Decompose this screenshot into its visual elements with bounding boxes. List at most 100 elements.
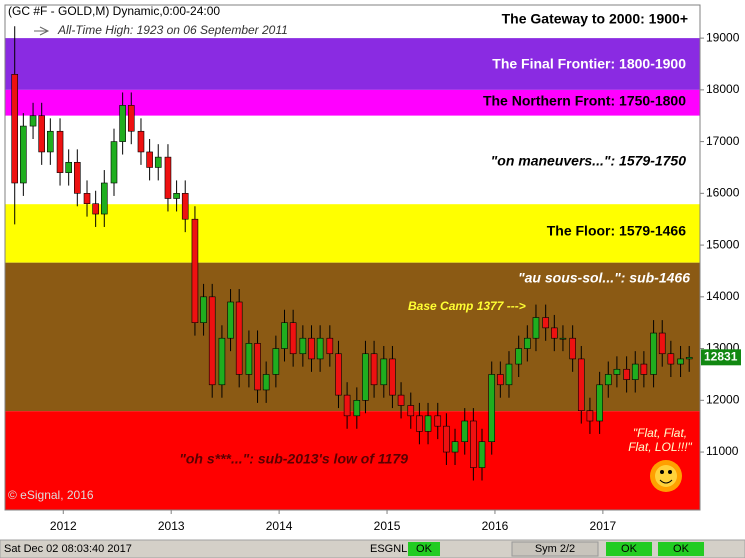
candle-body xyxy=(551,327,558,339)
candle-body xyxy=(542,317,549,329)
status-ok: OK xyxy=(621,543,638,555)
candle-body xyxy=(505,363,513,386)
candle-body xyxy=(335,353,342,396)
band xyxy=(5,5,700,39)
candle-body xyxy=(380,358,388,386)
candle-body xyxy=(461,420,469,443)
candle-body xyxy=(397,394,405,406)
status-box xyxy=(658,542,704,556)
band-label: "on maneuvers...": 1579-1750 xyxy=(491,153,687,169)
candle-body xyxy=(658,332,666,355)
band-label: The Northern Front: 1750-1800 xyxy=(483,93,686,109)
candle-body xyxy=(227,301,234,339)
ath-icon xyxy=(34,26,50,36)
candle-body xyxy=(316,337,324,360)
candle-body xyxy=(119,105,126,142)
copyright: © eSignal, 2016 xyxy=(8,488,94,502)
candle-body xyxy=(577,358,585,411)
candle-body xyxy=(146,151,153,168)
y-tick-label: 17000 xyxy=(706,134,740,148)
band-label: "au sous-sol...": sub-1466 xyxy=(518,270,690,286)
band xyxy=(5,204,700,263)
band-label: "oh s***...": sub-2013's low of 1179 xyxy=(179,451,408,467)
candle-body xyxy=(443,425,450,453)
last-price-tag xyxy=(701,349,741,366)
status-feed: ESGNL: xyxy=(370,543,410,555)
candle-body xyxy=(208,296,216,386)
y-tick-label: 14000 xyxy=(706,289,740,303)
candle-body xyxy=(470,420,477,468)
candle-body xyxy=(262,374,270,391)
annotation: Base Camp 1377 ---> xyxy=(408,299,526,313)
candle-body xyxy=(685,357,693,360)
candle-body xyxy=(200,296,207,323)
candle-body xyxy=(586,410,594,422)
band xyxy=(5,411,700,510)
y-tick-label: 19000 xyxy=(706,30,740,44)
status-symbols: Sym 2/2 xyxy=(535,543,575,555)
candle-body xyxy=(65,161,72,173)
y-tick-label: 12000 xyxy=(706,392,740,406)
smiley xyxy=(650,460,682,492)
candle-body xyxy=(92,203,99,215)
candle-body xyxy=(127,105,135,132)
candle-body xyxy=(173,193,180,199)
status-ok: OK xyxy=(416,543,433,555)
labels: The Gateway to 2000: 1900+ The Final Fron… xyxy=(179,11,690,467)
candle-body xyxy=(434,415,442,427)
candle-body xyxy=(11,74,19,184)
candle-body xyxy=(245,343,253,375)
candle-body xyxy=(164,156,172,199)
status-box xyxy=(606,542,652,556)
band-label: The Gateway to 2000: 1900+ xyxy=(502,11,688,27)
candle-body xyxy=(451,441,459,453)
candle-body xyxy=(326,337,334,355)
candle-body xyxy=(281,322,288,349)
candle-body xyxy=(308,337,315,360)
status-box xyxy=(408,542,440,556)
candle-body xyxy=(407,405,415,417)
candle-body xyxy=(56,130,64,173)
annotation: Flat, LOL!!!" xyxy=(628,440,692,454)
candle-body xyxy=(362,353,369,401)
band-label: The Final Frontier: 1800-1900 xyxy=(492,56,686,72)
candle-body xyxy=(154,156,162,168)
candle-body xyxy=(667,353,675,365)
annotation: "Flat, Flat, xyxy=(633,426,687,440)
candle-body xyxy=(181,193,189,220)
candle-body xyxy=(497,374,504,386)
candle-body xyxy=(416,415,423,432)
candle-body xyxy=(569,337,576,360)
candle-body xyxy=(515,348,522,365)
candle-body xyxy=(191,218,199,323)
candle-body xyxy=(343,394,351,417)
candle-body xyxy=(353,400,361,417)
y-tick-label: 11000 xyxy=(706,444,739,458)
status-ok: OK xyxy=(673,543,690,555)
candle-body xyxy=(370,353,378,386)
x-tick-label: 2016 xyxy=(482,519,509,533)
candle-body xyxy=(289,322,297,355)
candle-body xyxy=(604,374,612,386)
y-tick-label: 15000 xyxy=(706,237,740,251)
candle-body xyxy=(38,115,45,153)
candle-body xyxy=(74,161,81,194)
candle-body xyxy=(640,363,648,375)
candle-body xyxy=(524,337,531,349)
candle-body xyxy=(235,301,243,375)
candle-body xyxy=(100,182,108,215)
candle-body xyxy=(20,125,27,184)
candle-body xyxy=(478,441,486,468)
candle-body xyxy=(650,332,657,375)
candle-body xyxy=(488,374,496,443)
band xyxy=(5,38,700,90)
last-price-label: 12831 xyxy=(704,349,738,363)
candle-body xyxy=(272,348,280,375)
status-datetime: Sat Dec 02 08:03:40 2017 xyxy=(4,543,132,555)
y-tick-label: 16000 xyxy=(706,186,740,200)
x-tick-label: 2013 xyxy=(158,519,185,533)
candle-body xyxy=(613,368,621,375)
x-tick-label: 2015 xyxy=(374,519,401,533)
candle-body xyxy=(254,343,261,391)
